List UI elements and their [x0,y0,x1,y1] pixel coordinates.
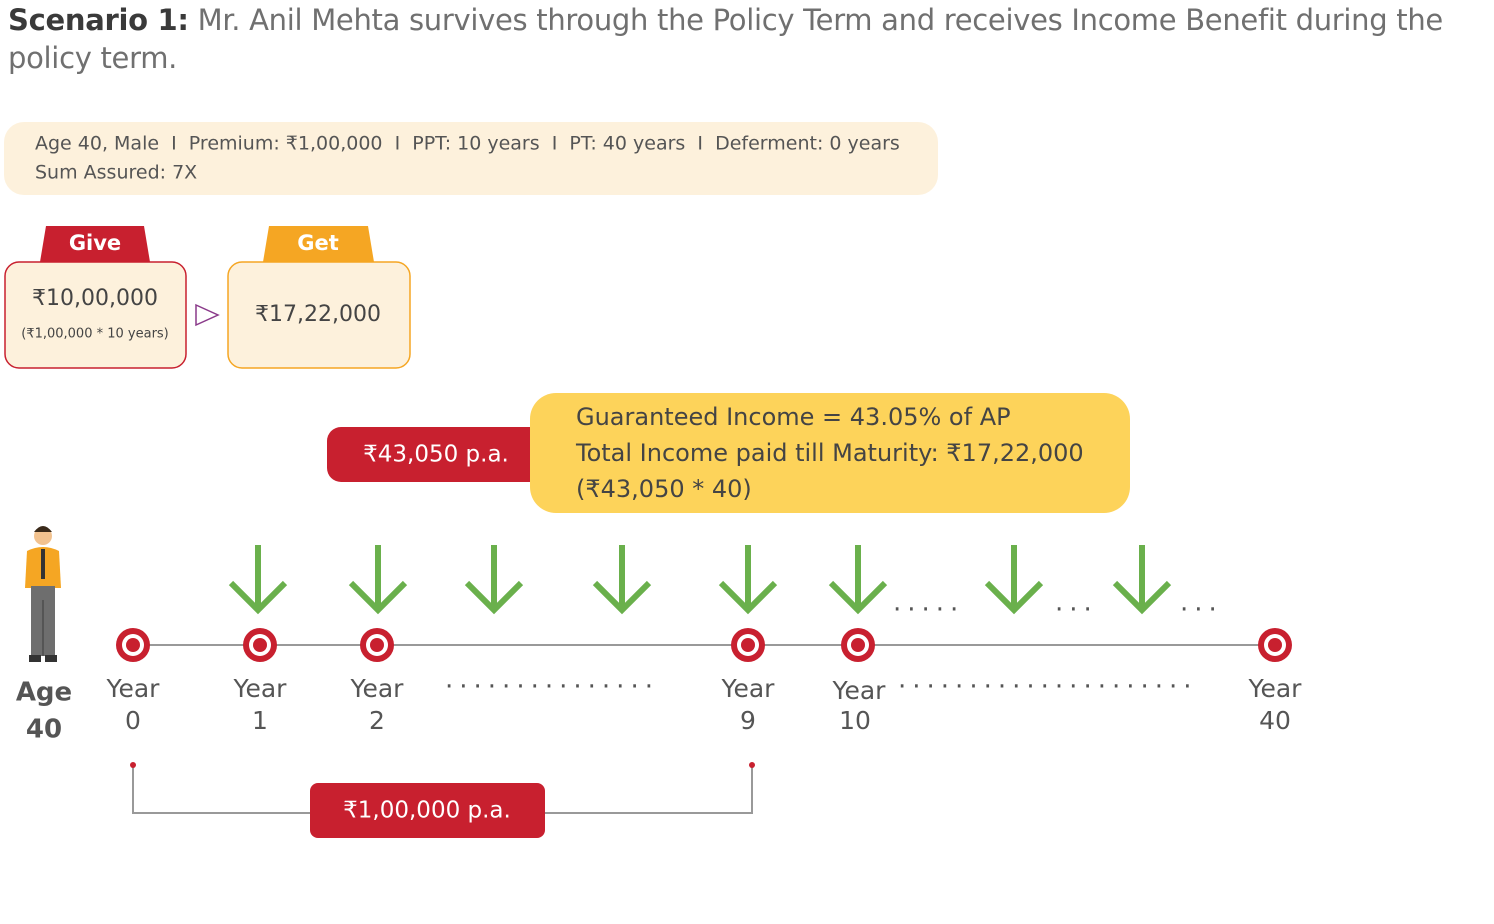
details-box [4,122,938,195]
year-number: 2 [369,706,385,735]
income-arrow [718,545,778,615]
income-tag [327,427,557,482]
income-arrow [228,545,288,615]
year-label: Year [350,674,405,703]
give-note: (₹1,00,000 * 10 years) [21,327,169,342]
year-number: 1 [252,706,268,735]
get-tab [263,226,374,262]
year-number: 10 [839,706,871,735]
income-tag-text: ₹43,050 p.a. [363,442,509,468]
year-marker-core [126,638,140,652]
premium-tag-text: ₹1,00,000 p.a. [343,798,511,824]
svg-text:.....: ..... [893,588,964,618]
age-label: Age [16,678,72,708]
svg-text:.....................: ..................... [898,665,1198,695]
get-box [227,261,411,369]
income-line: Total Income paid till Maturity: ₹17,22,… [575,439,1084,467]
year-label: Year [106,674,161,703]
get-label: Get [297,231,339,255]
give-label: Give [69,231,121,255]
person [25,526,61,662]
year-label: Year [721,674,776,703]
income-line: Guaranteed Income = 43.05% of AP [576,403,1011,431]
details-line: Sum Assured: 7X [35,162,197,184]
svg-text:...............: ............... [445,665,659,695]
income-arrow [1112,545,1172,615]
flow-arrow [195,303,220,327]
heading-bold: Scenario 1: [8,3,189,37]
income-arrow [592,545,652,615]
year-marker-core [741,638,755,652]
ellipses: ............... ..................... ..… [445,588,1223,695]
give-box [4,261,187,369]
income-line: (₹43,050 * 40) [576,475,752,503]
give-tab [40,226,150,262]
year-label: Year [233,674,288,703]
year-marker-core [370,638,384,652]
income-arrow [984,545,1044,615]
year-marker-core [851,638,865,652]
svg-text:...: ... [1055,588,1098,618]
svg-text:...: ... [1180,588,1223,618]
bracket-dot [130,762,136,768]
premium-tag [310,783,545,838]
year-label: Year [832,676,887,705]
heading-text: Mr. Anil Mehta survives through the Poli… [8,3,1443,75]
get-amount: ₹17,22,000 [255,302,381,327]
year-marker-core [253,638,267,652]
year-number: 40 [1259,706,1291,735]
income-box [530,393,1130,513]
give-amount: ₹10,00,000 [32,286,158,311]
age-value: 40 [26,715,62,745]
year-label: Year [1248,674,1303,703]
details-line: Age 40, Male I Premium: ₹1,00,000 I PPT:… [35,133,900,155]
income-arrow [828,545,888,615]
year-number: 9 [740,706,756,735]
bracket-dot [749,762,755,768]
heading: Scenario 1: Mr. Anil Mehta survives thro… [8,1,1490,77]
income-arrow [464,545,524,615]
year-number: 0 [125,706,141,735]
year-marker-core [1268,638,1282,652]
income-arrow [348,545,408,615]
